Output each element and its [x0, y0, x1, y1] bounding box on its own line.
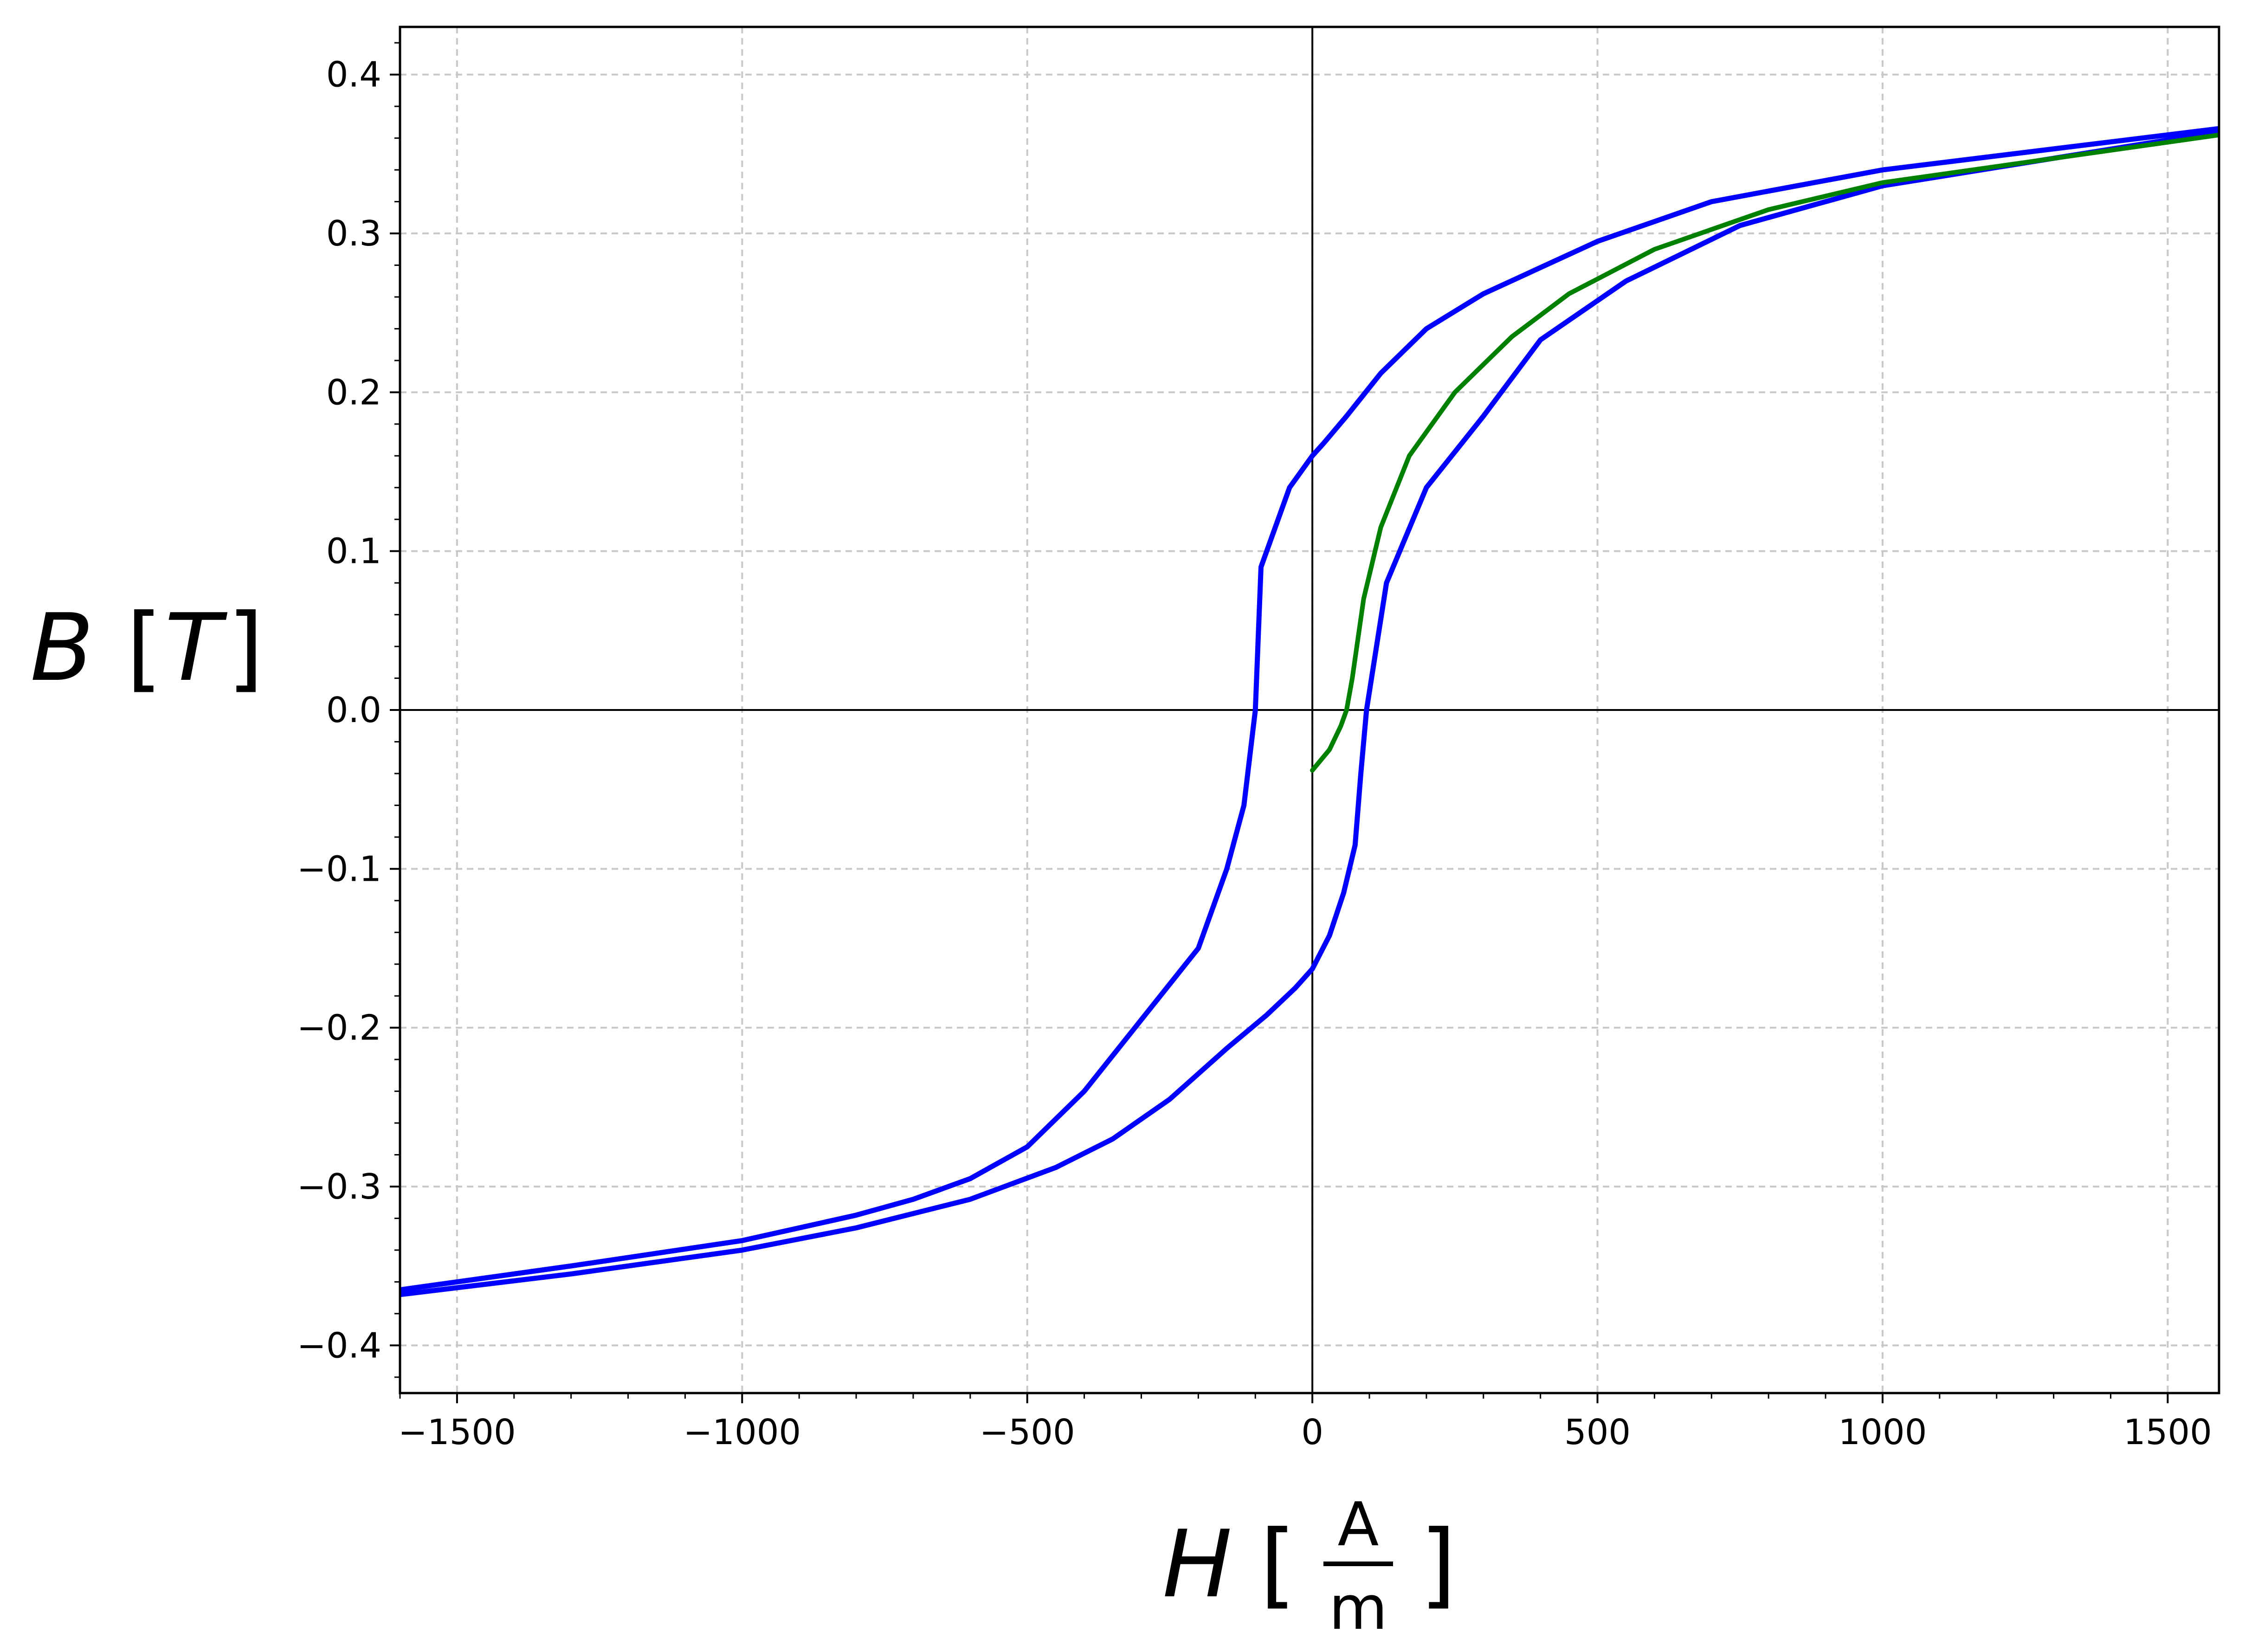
y-tick-label: 0.0: [326, 690, 381, 730]
x-tick-label: 1000: [1839, 1412, 1927, 1452]
y-tick-label: 0.4: [326, 54, 381, 95]
x-axis-unit-denominator: m: [1329, 1573, 1388, 1643]
x-tick-label: −1500: [398, 1412, 516, 1452]
x-tick-label: 500: [1564, 1412, 1631, 1452]
series-line-3: [1310, 132, 2219, 773]
series-line-2: [400, 129, 2219, 1297]
y-tick-label: −0.1: [297, 848, 381, 889]
series-lines: [400, 126, 2219, 1297]
y-tick-label: 0.2: [326, 372, 381, 413]
x-tick-label: 1500: [2123, 1412, 2212, 1452]
x-tick-label: −1000: [683, 1412, 801, 1452]
x-axis-symbol: H: [1162, 1510, 1232, 1619]
x-axis-bracket-close: ]: [1420, 1510, 1456, 1619]
ticks: [390, 42, 2169, 1403]
y-tick-label: 0.3: [326, 213, 381, 254]
x-axis-bracket-open: [: [1260, 1510, 1296, 1619]
x-tick-label: −500: [980, 1412, 1075, 1452]
x-tick-label: 0: [1301, 1412, 1323, 1452]
y-tick-label: 0.1: [326, 531, 381, 572]
x-axis-unit-numerator: A: [1338, 1489, 1379, 1560]
y-axis-unit: T: [165, 594, 228, 702]
y-tick-label: −0.4: [297, 1325, 381, 1366]
y-axis-title: B [ T ]: [30, 594, 264, 702]
series-line-1: [400, 126, 2219, 1292]
zero-axes: [400, 27, 2219, 1393]
y-axis-symbol: B: [30, 594, 94, 702]
y-axis-bracket-open: [: [126, 594, 162, 702]
y-axis-bracket-close: ]: [227, 594, 264, 702]
y-tick-label: −0.2: [297, 1007, 381, 1048]
x-axis-title: H [ A m ]: [1162, 1489, 1456, 1643]
tick-labels: −1500 −1000 −500 0 500 1000 1500 0.4 0.3 0.2 0.1 0.…: [297, 54, 2212, 1452]
y-tick-label: −0.3: [297, 1166, 381, 1207]
